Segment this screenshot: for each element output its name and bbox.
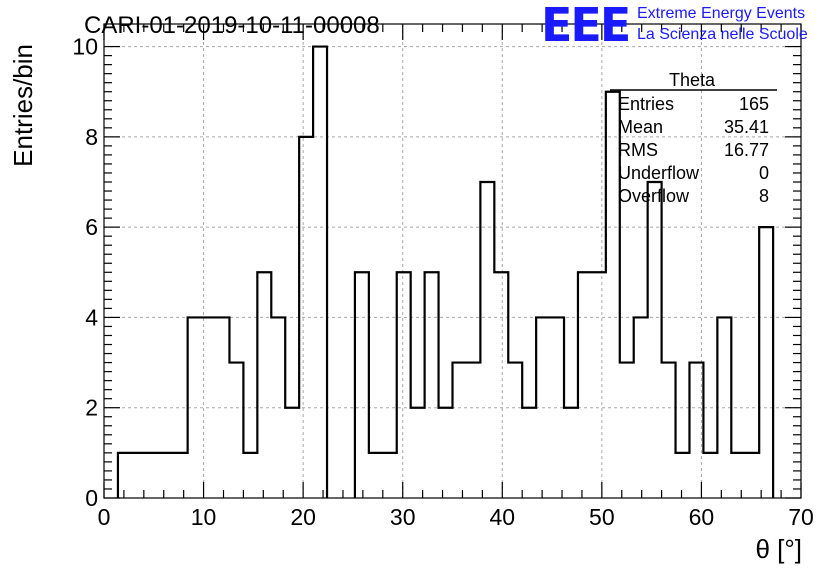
x-tick-label: 0 [98,504,111,530]
stats-mean-label: Mean [618,117,663,137]
y-tick-label: 0 [85,485,98,511]
stats-title: Theta [669,70,716,90]
histogram-bin [592,272,606,498]
histogram-bin [662,363,676,498]
histogram-bin [703,453,717,498]
logo-line-2: La Scienza nelle Scuole [637,26,808,43]
histogram-bin [257,272,271,498]
histogram-bin [439,408,453,498]
histogram-bin [216,317,230,498]
x-tick-label: 20 [290,504,316,530]
histogram-bin [466,363,480,498]
y-tick-label: 8 [85,124,98,150]
histogram-bin [508,363,522,498]
x-tick-label: 50 [589,504,615,530]
x-tick-label: 10 [191,504,217,530]
histogram-bin [425,272,439,498]
x-axis-label: θ [°] [755,534,802,564]
x-tick-label: 30 [390,504,416,530]
histogram-bin [174,453,188,498]
histogram-bin [480,182,494,498]
x-tick-label: 40 [489,504,515,530]
stats-rms-label: RMS [618,140,658,160]
histogram-bin [146,453,160,498]
histogram-bin [285,408,299,498]
y-axis-label: Entries/bin [8,44,38,167]
stats-overflow-label: Overflow [618,186,690,206]
histogram-bin [383,453,397,498]
histogram-bin [759,227,773,498]
grid-lines [104,24,801,498]
histogram-bin [313,47,327,498]
y-tick-label: 2 [85,395,98,421]
chart-title: CARI-01-2019-10-11-00008 [84,12,380,39]
stats-overflow-value: 8 [759,186,769,206]
histogram-bin [118,453,132,498]
stats-underflow-label: Underflow [618,163,700,183]
y-tick-label: 10 [72,34,98,60]
histogram-bin [243,453,257,498]
x-tick-label: 70 [788,504,814,530]
histogram-bin [369,453,383,498]
histogram-bin [745,453,759,498]
stats-entries-label: Entries [618,94,674,114]
histogram-bin [578,272,592,498]
eee-logo: EEE Extreme Energy Events La Scienza nel… [541,0,808,52]
plot-frame [103,23,802,499]
histogram-bin [397,272,411,498]
histogram-bin [299,137,313,498]
histogram-bin [564,408,578,498]
histogram-bin [355,272,369,498]
y-tick-label: 6 [85,214,98,240]
x-tick-label: 60 [689,504,715,530]
stats-entries-value: 165 [739,94,769,114]
histogram-bin [229,363,243,498]
stats-rms-value: 16.77 [724,140,769,160]
stats-underflow-value: 0 [759,163,769,183]
logo-letters: EEE [541,0,629,52]
histogram-bin [620,363,634,498]
stats-box: Theta Entries 165 Mean 35.41 RMS 16.77 U… [610,70,777,206]
y-axis-ticks: 0 2 4 6 8 10 [72,34,801,511]
histogram-bin [453,363,467,498]
histogram-bin [411,408,425,498]
histogram-bin [522,408,536,498]
histogram-bin [676,453,690,498]
histogram-bin [648,182,662,498]
histogram-bin [494,272,508,498]
histogram-bin [731,453,745,498]
histogram-bin [160,453,174,498]
histogram-bin [689,363,703,498]
y-tick-label: 4 [85,304,98,330]
logo-line-1: Extreme Energy Events [637,5,805,22]
stats-mean-value: 35.41 [724,117,769,137]
histogram-outline [116,45,775,498]
x-axis-ticks: 0 10 20 30 40 50 60 70 [98,24,814,530]
